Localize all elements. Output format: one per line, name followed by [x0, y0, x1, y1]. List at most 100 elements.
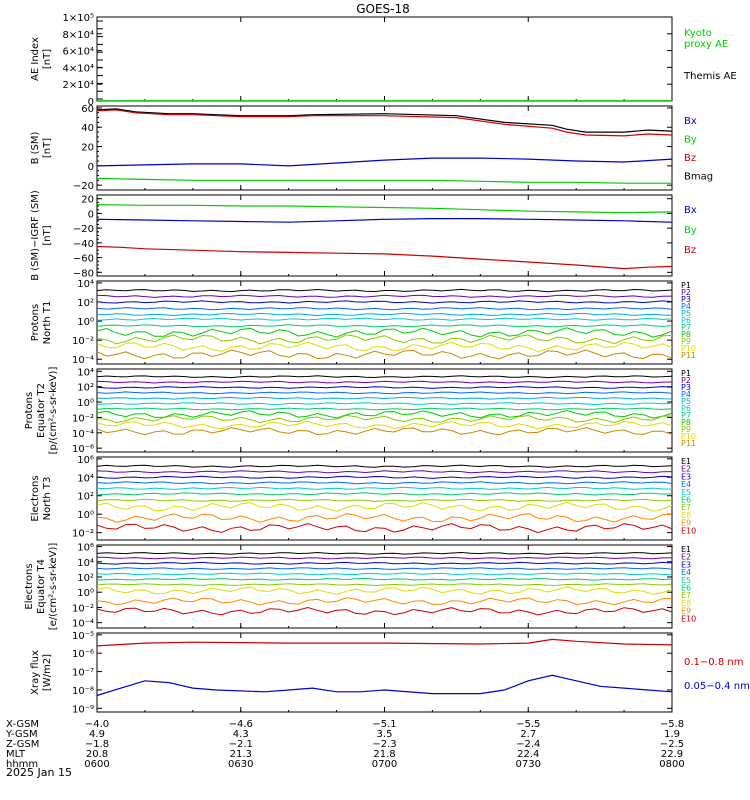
- legend-e1: E1: [681, 457, 691, 466]
- series-line-bz: [96, 245, 673, 270]
- y-tick-label: 40: [81, 123, 94, 134]
- legend-e5: E5: [681, 488, 691, 497]
- legend-themis-ae: Themis AE: [683, 71, 737, 82]
- y-tick-label: 10⁰: [77, 398, 94, 409]
- legend-p8: P8: [681, 418, 691, 427]
- series-line-e8: [96, 586, 673, 595]
- y-tick-label: 10⁰: [77, 510, 94, 521]
- series-line-p6: [96, 317, 673, 321]
- y-tick-label: 10⁻⁵: [72, 631, 94, 642]
- series-line-p7: [96, 324, 673, 328]
- series-line-p6: [96, 402, 673, 406]
- legend-e8: E8: [681, 511, 691, 520]
- series-line-bx: [96, 157, 673, 167]
- series-line-e7: [96, 583, 673, 587]
- legend-e3: E3: [681, 472, 691, 481]
- y-tick-label: 1×10⁵: [63, 13, 94, 24]
- y-tick-label: 10²: [77, 573, 94, 584]
- y-axis-label: Equator T4: [36, 559, 47, 614]
- series-line-e7: [96, 498, 673, 502]
- legend-p5: P5: [681, 309, 691, 318]
- series-line-p10: [96, 341, 673, 353]
- legend-p4: P4: [681, 390, 691, 399]
- legend-p2: P2: [681, 376, 691, 385]
- series-line-p7: [96, 407, 673, 411]
- legend-proxy-ae: proxy AE: [684, 39, 728, 50]
- x-row-value: −2.4: [516, 739, 540, 750]
- x-row-value: −2.3: [372, 739, 396, 750]
- legend-e4: E4: [681, 568, 691, 577]
- y-tick-label: −40: [73, 239, 94, 250]
- x-row-value: 4.3: [233, 729, 249, 740]
- series-line-e10: [96, 606, 673, 616]
- date-label: 2025 Jan 15: [6, 766, 72, 779]
- panel-frame: [96, 105, 673, 191]
- legend-e2: E2: [681, 553, 691, 562]
- legend-e9: E9: [681, 607, 691, 616]
- legend-e8: E8: [681, 599, 691, 608]
- y-axis-label: [nT]: [42, 138, 53, 158]
- figure-title: GOES-18: [356, 2, 410, 16]
- y-axis-label: B (SM)−IGRF (SM): [30, 190, 41, 281]
- y-tick-label: 2×10⁴: [63, 80, 94, 91]
- y-tick-label: 10⁻⁴: [72, 619, 94, 630]
- legend-p1: P1: [681, 369, 691, 378]
- y-tick-label: 10⁻⁴: [72, 355, 94, 366]
- y-axis-label: Electrons: [24, 563, 35, 609]
- legend-bx: Bx: [684, 116, 697, 127]
- series-line-p3: [96, 300, 673, 304]
- y-axis-label: [nT]: [42, 49, 53, 69]
- y-tick-label: 10⁰: [77, 588, 94, 599]
- series-line-e9: [96, 513, 673, 523]
- y-tick-label: 20: [81, 195, 94, 206]
- y-tick-label: 10⁻⁸: [72, 686, 94, 697]
- legend-p8: P8: [681, 330, 691, 339]
- legend-bz: Bz: [684, 245, 696, 256]
- panel-pe2: 10⁴ 10² 10⁰ 10⁻² 10⁻⁴ 10⁻⁶ Protons Equator T2 [p…: [24, 367, 696, 456]
- x-row-label: hhmm: [6, 759, 38, 770]
- x-row-value: −2.1: [229, 739, 253, 750]
- y-tick-label: 10⁴: [77, 367, 94, 378]
- x-row-value: 0800: [659, 759, 684, 770]
- legend-p7: P7: [681, 323, 691, 332]
- y-tick-label: 10⁴: [77, 279, 94, 290]
- y-axis-label: [nT]: [42, 225, 53, 245]
- series-line-p3: [96, 386, 673, 389]
- series-line-p9: [96, 414, 673, 424]
- y-tick-label: 10⁻⁹: [72, 704, 94, 715]
- legend-p3: P3: [681, 295, 691, 304]
- y-axis-label: Electrons: [30, 475, 41, 521]
- x-row-value: 3.5: [377, 729, 393, 740]
- y-axis-label: Protons: [24, 392, 35, 429]
- series-line-bmag: [96, 108, 673, 133]
- legend-p5: P5: [681, 397, 691, 406]
- x-row-value: 4.9: [89, 729, 105, 740]
- legend-kyoto: Kyoto: [684, 28, 712, 39]
- series-line-bz: [96, 109, 673, 137]
- legend-by: By: [684, 225, 697, 236]
- legend-0-1-0-8-nm: 0.1−0.8 nm: [684, 657, 743, 668]
- y-axis-label: B (SM): [30, 131, 41, 164]
- y-tick-label: 10⁴: [77, 473, 94, 484]
- x-row-value: −5.8: [660, 719, 684, 730]
- x-row-value: −4.6: [229, 719, 253, 730]
- x-row-value: 22.9: [661, 749, 683, 760]
- series-line-e5: [96, 572, 673, 576]
- series-line-e2: [96, 470, 673, 474]
- y-tick-label: 6×10⁴: [63, 47, 94, 58]
- y-axis-label: [e/(cm²-s-sr-keV)]: [48, 543, 59, 631]
- series-line-p5: [96, 312, 673, 317]
- legend-e7: E7: [681, 591, 691, 600]
- y-tick-label: 10⁻²: [72, 529, 94, 540]
- x-row-value: 0630: [228, 759, 253, 770]
- y-axis-label: [W/m2]: [42, 654, 53, 691]
- y-tick-label: 10⁻²: [72, 603, 94, 614]
- x-row-label: X-GSM: [6, 719, 39, 730]
- x-row-value: 2.7: [520, 729, 536, 740]
- legend-p6: P6: [681, 316, 691, 325]
- y-axis-label: Xray flux: [30, 650, 41, 695]
- x-row-label: MLT: [6, 749, 26, 760]
- y-tick-label: −20: [73, 181, 94, 192]
- y-tick-label: 10⁻²: [72, 413, 94, 424]
- x-row-value: 22.4: [517, 749, 539, 760]
